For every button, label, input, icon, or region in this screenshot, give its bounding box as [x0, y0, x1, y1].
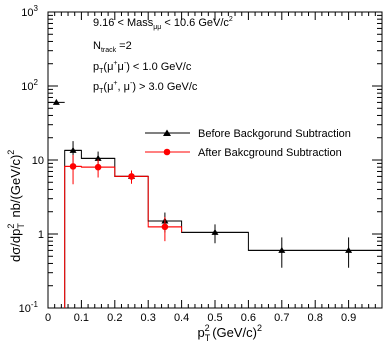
x-tick-label: 0.9: [341, 312, 356, 324]
circle-marker: [94, 163, 102, 171]
data-points: [48, 98, 382, 268]
y-tick-label: 10: [32, 155, 44, 167]
selection-cuts: 9.16 < Massμμ < 10.6 GeV/c2 Ntrack =2 pT…: [93, 16, 233, 95]
x-axis-title: p2 T (GeV/c)2: [197, 323, 262, 343]
y-tick-label: 103: [21, 4, 38, 19]
legend-after-marker: [163, 148, 171, 156]
legend-before-marker: [163, 129, 171, 136]
triangle-marker: [52, 98, 60, 105]
triangle-marker: [94, 154, 102, 161]
circle-marker: [161, 223, 169, 231]
x-tick-label: 0: [45, 312, 51, 324]
x-tick-label: 0.3: [141, 312, 156, 324]
circle-marker: [69, 163, 77, 170]
triangle-marker: [345, 246, 353, 253]
ntrack-cut-label: Ntrack =2: [93, 40, 132, 54]
data-point-series-0: [315, 237, 382, 268]
y-tick-label: 10-1: [19, 300, 39, 315]
triangle-marker: [211, 228, 219, 235]
histogram-1: [64, 165, 183, 308]
data-point-series-0: [248, 237, 316, 268]
data-point-series-0: [181, 224, 249, 244]
triangle-marker: [69, 146, 77, 153]
data-point-series-1: [81, 159, 115, 178]
single-pt-cut-label: pT(μ+, μ-) > 3.0 GeV/c: [93, 80, 198, 95]
data-point-series-0: [48, 98, 65, 105]
x-tick-label: 0.5: [207, 312, 222, 324]
histogram-layer: [64, 149, 382, 308]
legend-after-label: After Bakcground Subtraction: [198, 147, 342, 159]
x-tick-label: 0.7: [274, 312, 289, 324]
triangle-marker: [278, 246, 286, 253]
x-tick-label: 0.2: [107, 312, 122, 324]
x-tick-label: 0.6: [241, 312, 256, 324]
data-point-series-1: [114, 170, 149, 184]
y-tick-label: 1: [38, 229, 44, 241]
x-tick-label: 0.1: [74, 312, 89, 324]
legend: Before Backgorund Subtraction After Bakc…: [145, 128, 351, 159]
data-point-series-1: [64, 154, 82, 185]
x-tick-label: 0.8: [308, 312, 323, 324]
data-point-series-1: [148, 216, 182, 242]
y-tick-label: 102: [21, 78, 38, 93]
y-axis-title: dσ/dp2T nb/(GeV/c)2: [6, 150, 26, 262]
axis-ticks: 0 0.1 0.2 0.3 0.4 0.5 0.6 0.7 0.8 0.9 10-1 1 10 102 10…: [19, 4, 382, 324]
pair-pt-cut-label: pT(μ+μ-) < 1.0 GeV/c: [93, 60, 192, 75]
mass-cut-label: 9.16 < Massμμ < 10.6 GeV/c2: [93, 16, 233, 31]
circle-marker: [128, 173, 135, 180]
histogram-0: [64, 149, 382, 308]
legend-before-label: Before Backgorund Subtraction: [198, 128, 351, 140]
x-tick-label: 0.4: [174, 312, 189, 324]
